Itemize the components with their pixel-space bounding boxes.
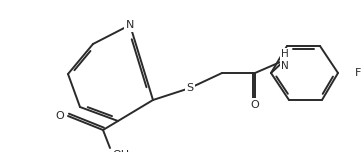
Text: O: O [56,111,64,121]
Text: OH: OH [112,150,129,152]
Text: N: N [126,20,134,30]
Text: O: O [251,100,259,110]
Text: S: S [186,83,193,93]
Text: F: F [355,68,361,78]
Text: H
N: H N [281,49,289,71]
